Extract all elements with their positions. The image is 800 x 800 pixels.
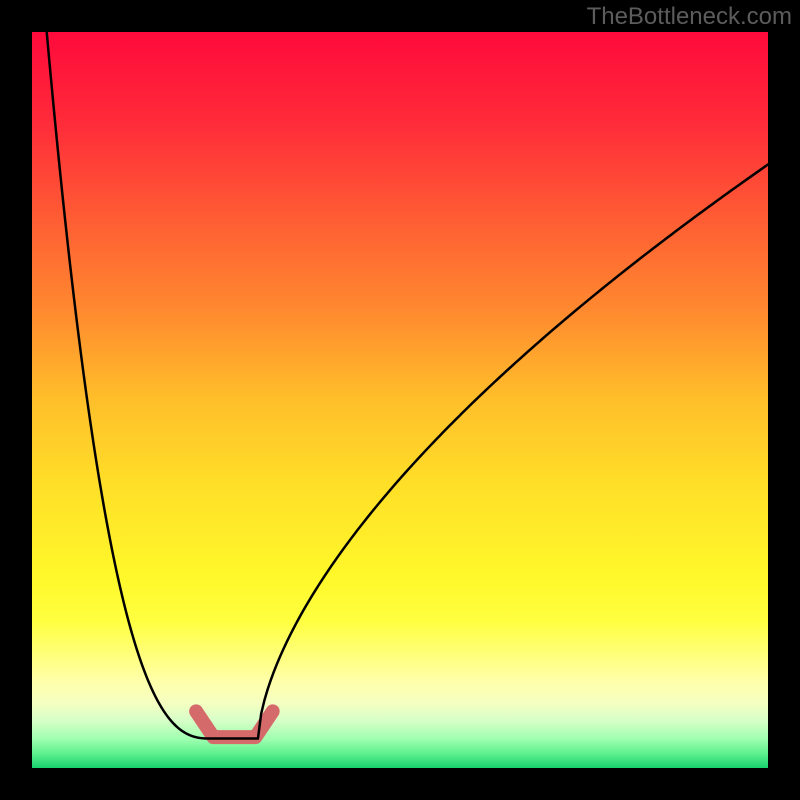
- bottleneck-curve: [47, 32, 768, 739]
- curve-layer: [32, 32, 768, 768]
- plot-area: [32, 32, 768, 768]
- figure-root: TheBottleneck.com: [0, 0, 800, 800]
- watermark-text: TheBottleneck.com: [587, 3, 792, 31]
